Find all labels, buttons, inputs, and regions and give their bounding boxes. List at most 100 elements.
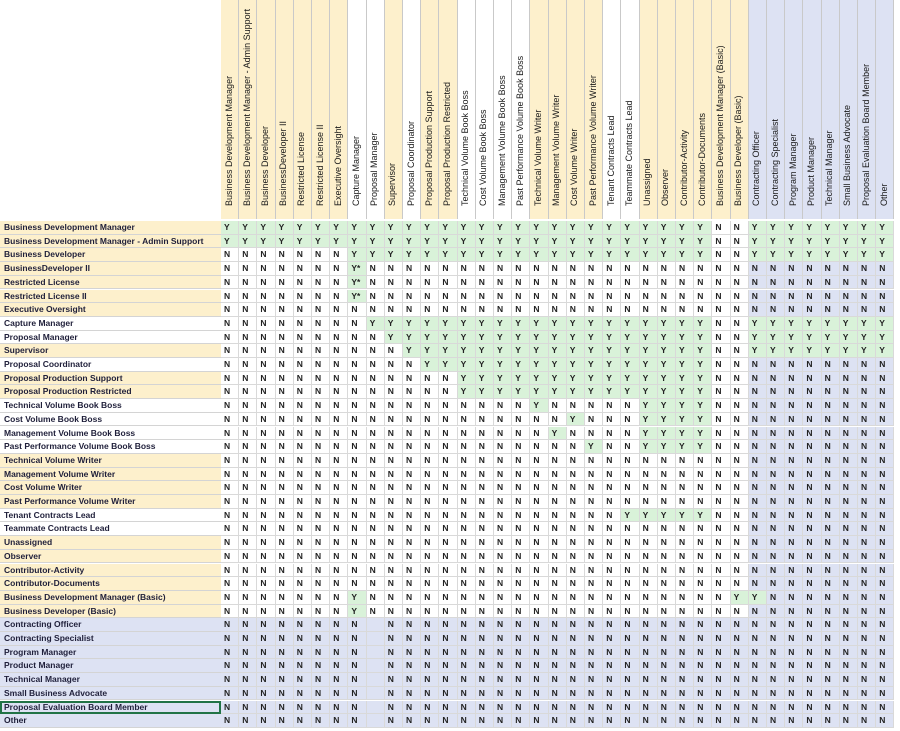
- matrix-cell[interactable]: N: [621, 426, 640, 441]
- matrix-cell[interactable]: N: [475, 522, 494, 537]
- matrix-cell[interactable]: N: [839, 440, 858, 454]
- matrix-cell[interactable]: N: [275, 522, 294, 537]
- matrix-cell[interactable]: N: [384, 440, 403, 454]
- matrix-cell[interactable]: N: [876, 453, 895, 468]
- matrix-cell[interactable]: N: [730, 618, 749, 632]
- matrix-cell[interactable]: N: [767, 577, 786, 591]
- matrix-cell[interactable]: N: [275, 577, 294, 591]
- matrix-cell[interactable]: N: [221, 330, 240, 345]
- matrix-cell[interactable]: Y: [858, 248, 877, 263]
- matrix-cell[interactable]: N: [876, 673, 895, 687]
- matrix-cell[interactable]: Y: [603, 330, 622, 345]
- matrix-cell[interactable]: N: [239, 686, 258, 701]
- matrix-cell[interactable]: N: [384, 659, 403, 674]
- matrix-cell[interactable]: N: [293, 371, 312, 386]
- matrix-cell[interactable]: N: [858, 563, 877, 578]
- matrix-cell[interactable]: N: [494, 577, 513, 591]
- matrix-cell[interactable]: Y: [366, 221, 385, 235]
- matrix-cell[interactable]: N: [439, 536, 458, 550]
- matrix-cell[interactable]: N: [421, 659, 440, 674]
- matrix-cell[interactable]: N: [821, 275, 840, 290]
- matrix-cell[interactable]: N: [257, 495, 276, 509]
- matrix-cell[interactable]: N: [585, 673, 604, 687]
- matrix-cell[interactable]: N: [312, 275, 331, 290]
- matrix-cell[interactable]: N: [275, 686, 294, 701]
- row-header[interactable]: Past Performance Volume Book Boss: [0, 440, 221, 454]
- matrix-cell[interactable]: N: [330, 495, 349, 509]
- matrix-cell[interactable]: N: [803, 289, 822, 304]
- matrix-cell[interactable]: Y: [621, 371, 640, 386]
- matrix-cell[interactable]: N: [348, 481, 367, 495]
- matrix-cell[interactable]: N: [494, 590, 513, 605]
- matrix-cell[interactable]: N: [312, 399, 331, 413]
- matrix-cell[interactable]: N: [603, 262, 622, 276]
- matrix-cell[interactable]: N: [548, 289, 567, 304]
- matrix-cell[interactable]: N: [839, 549, 858, 564]
- matrix-cell[interactable]: N: [694, 645, 713, 660]
- matrix-cell[interactable]: N: [366, 467, 385, 482]
- matrix-cell[interactable]: N: [512, 645, 531, 660]
- matrix-cell[interactable]: Y: [785, 234, 804, 249]
- matrix-cell[interactable]: N: [403, 700, 422, 715]
- matrix-cell[interactable]: Y: [839, 248, 858, 263]
- matrix-cell[interactable]: N: [475, 714, 494, 728]
- matrix-cell[interactable]: N: [275, 412, 294, 427]
- matrix-cell[interactable]: Y: [821, 234, 840, 249]
- matrix-cell[interactable]: N: [712, 426, 731, 441]
- matrix-cell[interactable]: N: [767, 453, 786, 468]
- matrix-cell[interactable]: Y: [657, 358, 676, 372]
- matrix-cell[interactable]: N: [803, 632, 822, 646]
- matrix-cell[interactable]: N: [275, 358, 294, 372]
- matrix-cell[interactable]: N: [876, 714, 895, 728]
- row-header[interactable]: Restricted License: [0, 275, 221, 290]
- matrix-cell[interactable]: N: [748, 412, 767, 427]
- matrix-cell[interactable]: N: [384, 563, 403, 578]
- matrix-cell[interactable]: Y: [676, 316, 695, 331]
- matrix-cell[interactable]: N: [384, 645, 403, 660]
- matrix-cell[interactable]: N: [366, 289, 385, 304]
- matrix-cell[interactable]: N: [585, 700, 604, 715]
- matrix-cell[interactable]: N: [730, 385, 749, 400]
- matrix-cell[interactable]: N: [257, 303, 276, 317]
- matrix-cell[interactable]: N: [512, 303, 531, 317]
- matrix-cell[interactable]: N: [257, 659, 276, 674]
- matrix-cell[interactable]: N: [821, 700, 840, 715]
- matrix-cell[interactable]: N: [603, 508, 622, 523]
- matrix-cell[interactable]: N: [639, 577, 658, 591]
- matrix-cell[interactable]: N: [639, 604, 658, 619]
- matrix-cell[interactable]: N: [858, 604, 877, 619]
- matrix-cell[interactable]: N: [730, 330, 749, 345]
- matrix-cell[interactable]: N: [494, 714, 513, 728]
- matrix-cell[interactable]: N: [803, 481, 822, 495]
- matrix-cell[interactable]: N: [530, 700, 549, 715]
- matrix-cell[interactable]: N: [712, 358, 731, 372]
- matrix-cell[interactable]: N: [221, 303, 240, 317]
- matrix-cell[interactable]: N: [475, 659, 494, 674]
- matrix-cell[interactable]: N: [767, 563, 786, 578]
- matrix-cell[interactable]: N: [712, 673, 731, 687]
- matrix-cell[interactable]: Y: [821, 330, 840, 345]
- matrix-cell[interactable]: N: [384, 289, 403, 304]
- matrix-cell[interactable]: N: [494, 563, 513, 578]
- matrix-cell[interactable]: N: [803, 358, 822, 372]
- matrix-cell[interactable]: Y: [639, 358, 658, 372]
- matrix-cell[interactable]: N: [512, 577, 531, 591]
- matrix-cell[interactable]: N: [803, 453, 822, 468]
- matrix-cell[interactable]: N: [312, 289, 331, 304]
- matrix-cell[interactable]: N: [512, 262, 531, 276]
- matrix-cell[interactable]: N: [712, 453, 731, 468]
- matrix-cell[interactable]: N: [239, 275, 258, 290]
- matrix-cell[interactable]: N: [621, 549, 640, 564]
- matrix-cell[interactable]: N: [730, 563, 749, 578]
- matrix-cell[interactable]: Y: [839, 344, 858, 358]
- matrix-cell[interactable]: N: [730, 536, 749, 550]
- matrix-cell[interactable]: N: [348, 714, 367, 728]
- matrix-cell[interactable]: N: [839, 522, 858, 537]
- matrix-cell[interactable]: N: [221, 590, 240, 605]
- matrix-cell[interactable]: Y: [657, 371, 676, 386]
- matrix-cell[interactable]: N: [767, 275, 786, 290]
- matrix-cell[interactable]: N: [403, 275, 422, 290]
- matrix-cell[interactable]: N: [439, 289, 458, 304]
- matrix-cell[interactable]: N: [858, 673, 877, 687]
- matrix-cell[interactable]: N: [548, 686, 567, 701]
